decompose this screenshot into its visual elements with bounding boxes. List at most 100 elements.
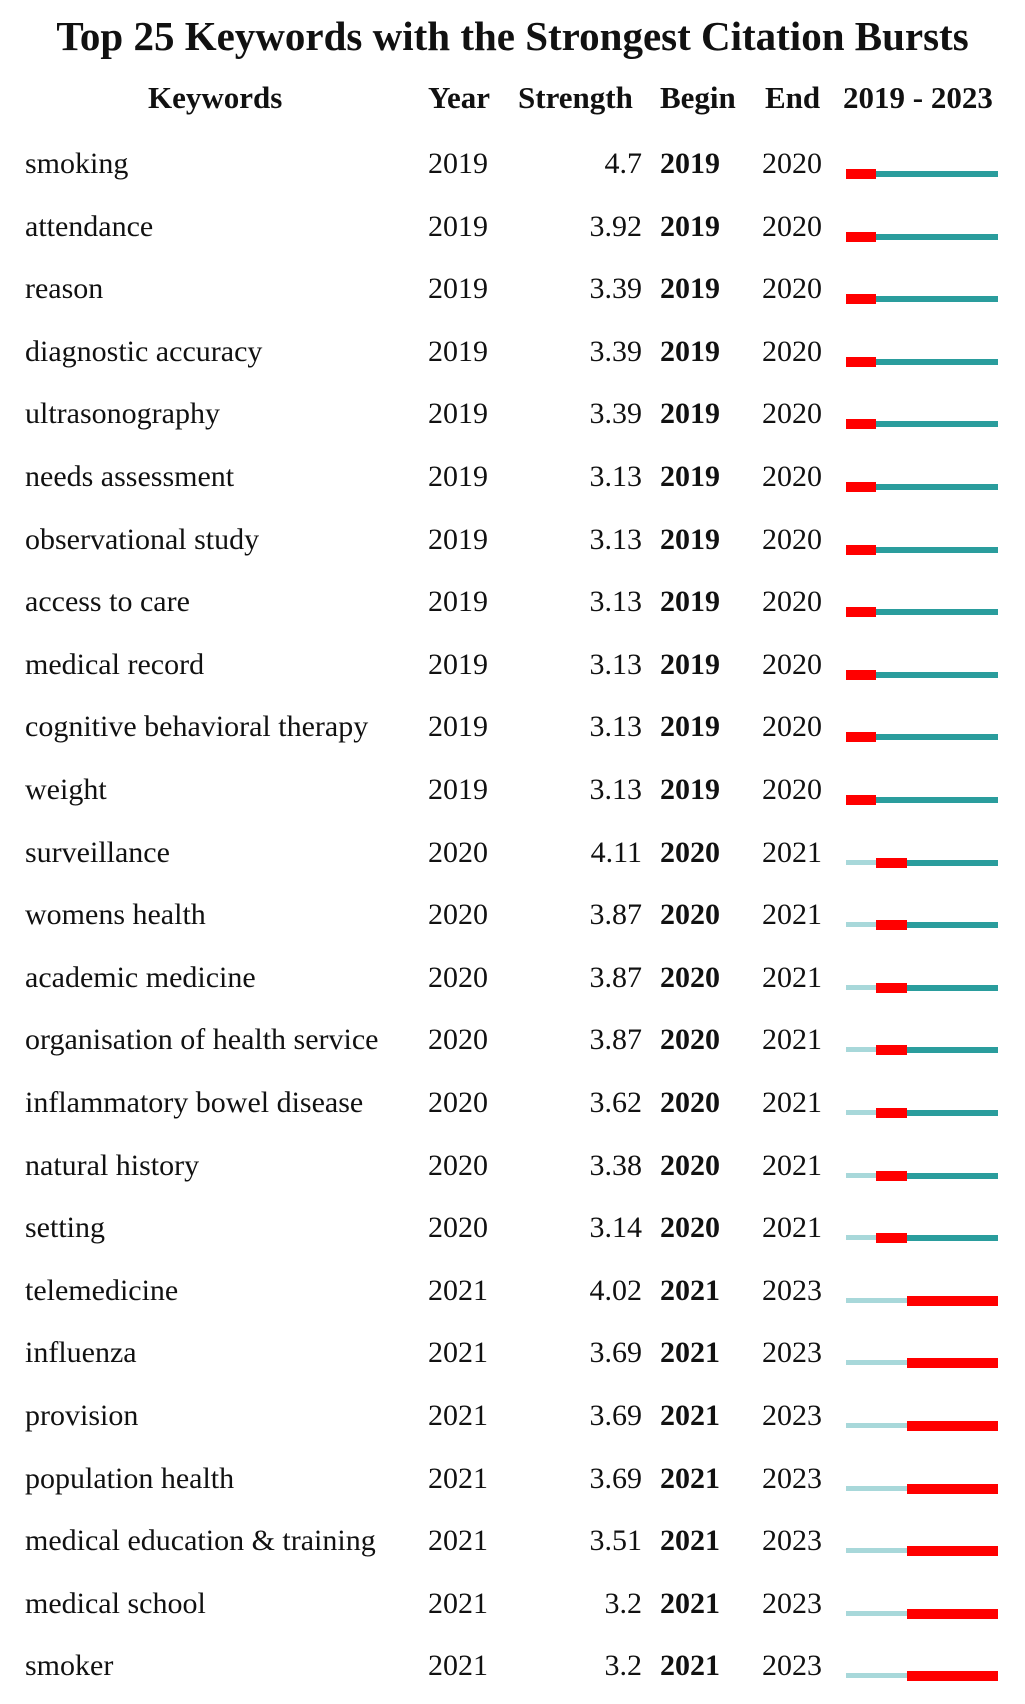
burst-segment (906, 1671, 998, 1682)
end-cell: 2020 (762, 710, 822, 744)
burst-timeline (846, 895, 998, 951)
keyword-cell: medical education & training (25, 1524, 376, 1558)
timeline-inactive-segment (846, 1172, 877, 1178)
end-cell: 2020 (762, 460, 822, 493)
year-cell: 2020 (428, 898, 488, 932)
strength-cell: 3.62 (589, 1086, 643, 1119)
begin-cell: 2019 (660, 397, 720, 431)
year-cell: 2019 (428, 334, 488, 368)
timeline-active-segment (846, 671, 998, 678)
burst-segment (846, 482, 877, 492)
burst-segment (846, 795, 877, 805)
burst-segment (906, 1358, 998, 1369)
strength-cell: 3.69 (589, 1336, 643, 1370)
burst-timeline (846, 1521, 998, 1577)
timeline-inactive-segment (846, 1485, 907, 1491)
end-cell: 2023 (762, 1336, 822, 1370)
burst-timeline (846, 1396, 998, 1452)
strength-cell: 4.02 (589, 1273, 643, 1307)
begin-cell: 2020 (660, 1211, 720, 1245)
end-cell: 2021 (762, 898, 822, 932)
timeline-active-segment (846, 797, 998, 803)
burst-timeline (846, 958, 998, 1014)
header-end: End (765, 80, 821, 115)
strength-cell: 3.51 (589, 1524, 643, 1558)
burst-segment (876, 920, 907, 931)
begin-cell: 2019 (660, 773, 720, 806)
table-row: diagnostic accuracy 2019 3.39 2019 2020 (0, 332, 1025, 388)
table-row: womens health 2020 3.87 2020 2021 (0, 895, 1025, 951)
strength-cell: 4.7 (604, 147, 643, 180)
header-strength: Strength (518, 80, 633, 115)
table-row: inflammatory bowel disease 2020 3.62 2020 20… (0, 1083, 1025, 1139)
timeline-active-segment (846, 734, 998, 741)
keyword-cell: population health (25, 1461, 235, 1495)
table-row: influenza 2021 3.69 2021 2023 (0, 1333, 1025, 1389)
timeline-inactive-segment (846, 859, 877, 865)
begin-cell: 2021 (660, 1273, 720, 1307)
timeline-inactive-segment (846, 1110, 877, 1115)
burst-timeline (846, 582, 998, 638)
burst-timeline (846, 520, 998, 576)
end-cell: 2023 (762, 1399, 822, 1432)
end-cell: 2023 (762, 1524, 822, 1558)
timeline-active-segment (846, 484, 998, 490)
strength-cell: 3.13 (589, 585, 643, 619)
chart-title: Top 25 Keywords with the Strongest Citat… (56, 13, 969, 59)
year-cell: 2020 (428, 835, 488, 869)
header-begin: Begin (660, 80, 736, 115)
timeline-active-segment (876, 1235, 998, 1242)
keyword-cell: weight (25, 773, 107, 806)
keyword-cell: observational study (25, 522, 260, 556)
table-row: smoker 2021 3.2 2021 2023 (0, 1646, 1025, 1702)
table-row: ultrasonography 2019 3.39 2019 2020 (0, 394, 1025, 450)
burst-segment (846, 356, 877, 367)
timeline-active-segment (876, 1110, 998, 1116)
burst-timeline (846, 332, 998, 388)
year-cell: 2021 (428, 1273, 488, 1307)
timeline-active-segment (846, 358, 998, 365)
burst-segment (906, 1295, 998, 1306)
begin-cell: 2019 (660, 147, 720, 180)
begin-cell: 2019 (660, 272, 720, 306)
header-keywords: Keywords (148, 80, 283, 115)
strength-cell: 3.13 (589, 773, 643, 806)
strength-cell: 3.13 (589, 710, 643, 744)
keyword-cell: medical record (25, 647, 205, 681)
strength-cell: 3.38 (589, 1148, 643, 1182)
timeline-active-segment (846, 546, 998, 553)
burst-timeline (846, 1333, 998, 1389)
burst-timeline (846, 645, 998, 701)
keyword-cell: smoker (25, 1649, 114, 1683)
begin-cell: 2020 (660, 835, 720, 869)
burst-timeline (846, 457, 998, 513)
burst-segment (906, 1421, 998, 1431)
burst-segment (906, 1483, 998, 1494)
year-cell: 2019 (428, 522, 488, 556)
end-cell: 2021 (762, 960, 822, 994)
begin-cell: 2019 (660, 334, 720, 368)
strength-cell: 3.92 (589, 209, 643, 243)
timeline-inactive-segment (846, 1235, 877, 1241)
burst-timeline (846, 269, 998, 325)
table-row: organisation of health service 2020 3.87 20… (0, 1020, 1025, 1076)
strength-cell: 3.69 (589, 1461, 643, 1495)
begin-cell: 2019 (660, 585, 720, 619)
strength-cell: 3.13 (589, 522, 643, 556)
strength-cell: 4.11 (590, 835, 642, 869)
timeline-active-segment (846, 609, 998, 616)
burst-timeline (846, 1020, 998, 1076)
end-cell: 2020 (762, 773, 822, 806)
burst-segment (876, 982, 907, 993)
burst-timeline (846, 770, 998, 826)
strength-cell: 3.87 (589, 898, 643, 932)
burst-timeline (846, 833, 998, 889)
timeline-active-segment (876, 922, 998, 929)
burst-timeline (846, 394, 998, 450)
keyword-cell: attendance (25, 209, 154, 243)
keyword-cell: needs assessment (25, 460, 235, 493)
strength-cell: 3.39 (589, 272, 643, 306)
table-row: weight 2019 3.13 2019 2020 (0, 770, 1025, 826)
year-cell: 2021 (428, 1399, 488, 1432)
year-cell: 2020 (428, 1211, 488, 1245)
